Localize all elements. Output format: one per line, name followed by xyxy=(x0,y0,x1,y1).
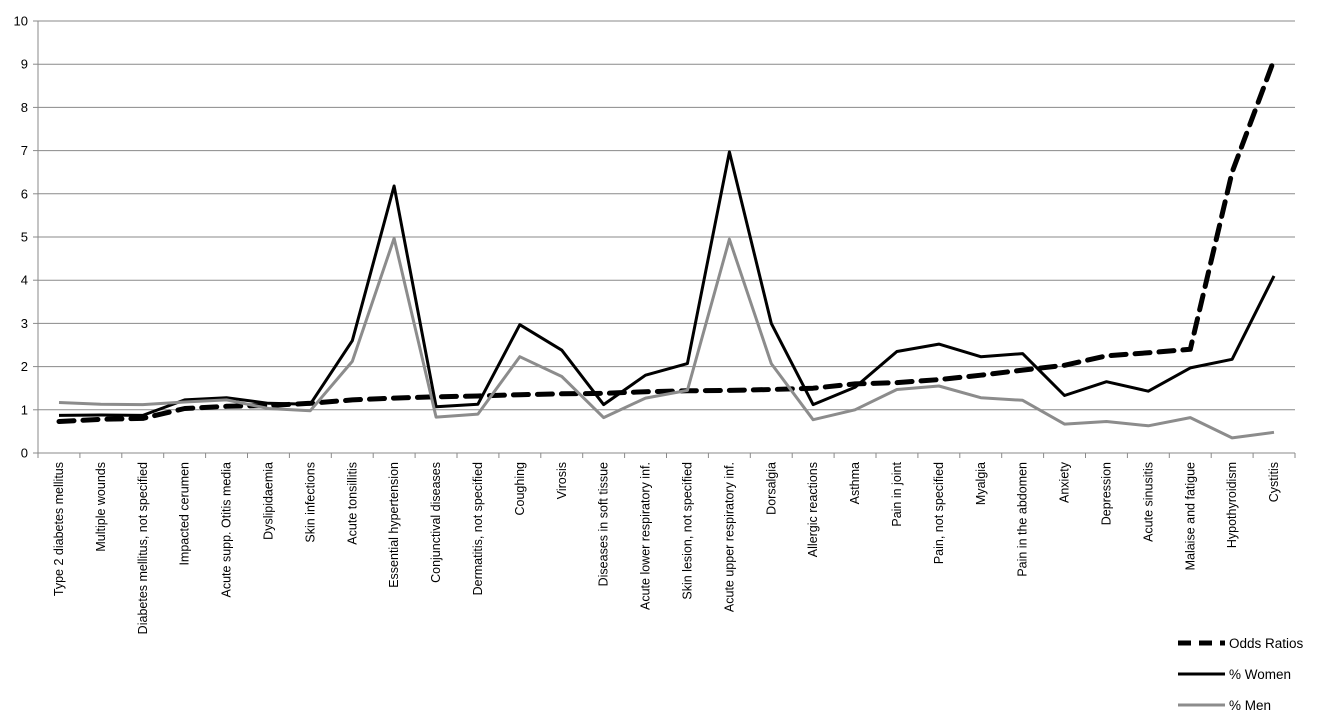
x-category-label: Skin lesion, not specified xyxy=(680,462,694,600)
legend: Odds Ratios % Women % Men xyxy=(1178,636,1304,713)
series-line-odds-ratios xyxy=(56,57,1277,424)
x-category-label: Virosis xyxy=(555,462,569,499)
y-tick-label: 9 xyxy=(21,57,28,72)
x-category-label: Acute supp. Otitis media xyxy=(220,462,234,598)
x-category-label: Acute upper respiratory inf. xyxy=(722,462,736,612)
x-category-label: Pain, not specified xyxy=(932,462,946,564)
y-tick-label: 0 xyxy=(21,446,28,461)
x-category-label: Pain in joint xyxy=(890,461,904,526)
x-category-label: Cystitis xyxy=(1267,462,1281,502)
y-tick-label: 7 xyxy=(21,143,28,158)
legend-label: Odds Ratios xyxy=(1229,636,1304,651)
y-tick-label: 6 xyxy=(21,186,28,201)
x-category-label: Acute lower respiratory inf. xyxy=(639,462,653,610)
x-category-label: Impacted cerumen xyxy=(178,462,192,566)
legend-label: % Women xyxy=(1229,667,1291,682)
x-category-label: Malaise and fatigue xyxy=(1183,462,1197,570)
x-category-label: Conjunctival diseases xyxy=(429,462,443,583)
x-category-label: Dyslipidaemia xyxy=(261,462,275,540)
legend-entry: % Men xyxy=(1178,698,1271,713)
gridlines xyxy=(38,20,1295,411)
x-category-label: Diabetes mellitus, not specified xyxy=(136,462,150,634)
x-category-label: Essential hypertension xyxy=(387,462,401,588)
x-category-label: Dermatitis, not specified xyxy=(471,462,485,595)
x-category-label: Acute sinusitis xyxy=(1141,462,1155,542)
x-category-label: Myalgia xyxy=(974,462,988,505)
y-tick-label: 4 xyxy=(21,273,28,288)
x-category-label: Pain in the abdomen xyxy=(1016,462,1030,577)
y-tick-label: 2 xyxy=(21,359,28,374)
series-lines xyxy=(56,57,1277,440)
x-category-label: Type 2 diabetes mellitus xyxy=(52,462,66,596)
x-category-label: Hypothyroidism xyxy=(1225,462,1239,548)
legend-entry: Odds Ratios xyxy=(1178,636,1304,651)
x-axis-category-labels: Type 2 diabetes mellitus Multiple wounds D… xyxy=(52,461,1281,634)
x-category-label: Depression xyxy=(1099,462,1113,525)
x-category-label: Diseases in soft tissue xyxy=(597,462,611,586)
y-tick-label: 5 xyxy=(21,230,28,245)
series-line-women xyxy=(58,150,1276,417)
x-category-label: Asthma xyxy=(848,462,862,504)
series-line-men xyxy=(58,236,1275,440)
x-category-label: Skin infections xyxy=(303,462,317,543)
x-category-label: Allergic reactions xyxy=(806,462,820,557)
x-category-label: Coughing xyxy=(513,462,527,516)
x-category-label: Acute tonsillitis xyxy=(345,462,359,545)
y-tick-label: 3 xyxy=(21,316,28,331)
x-category-label: Anxiety xyxy=(1058,461,1072,503)
x-category-label: Dorsalgia xyxy=(764,462,778,515)
axes xyxy=(33,20,1296,458)
legend-label: % Men xyxy=(1229,698,1271,713)
y-tick-label: 10 xyxy=(14,14,28,29)
y-tick-label: 1 xyxy=(21,402,28,417)
legend-entry: % Women xyxy=(1178,667,1291,682)
y-axis-tick-labels: 0 1 2 3 4 5 6 7 8 9 10 xyxy=(14,14,28,461)
x-category-label: Multiple wounds xyxy=(94,462,108,552)
y-tick-label: 8 xyxy=(21,100,28,115)
